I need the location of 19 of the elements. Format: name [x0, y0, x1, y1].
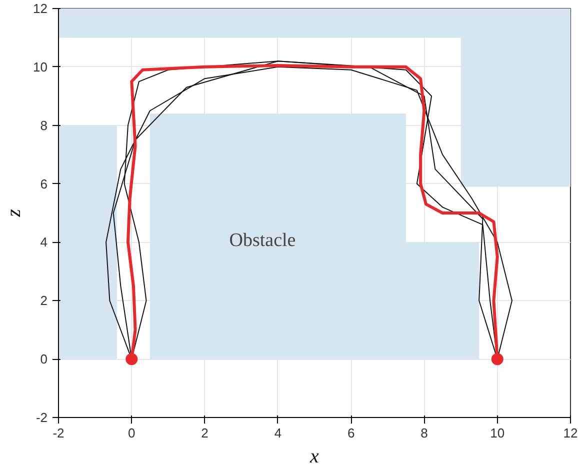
y-tick-label: 12: [33, 1, 48, 16]
x-tick-label: 8: [420, 426, 428, 440]
annotation: Obstacle: [229, 230, 296, 251]
y-tick-label: 0: [40, 352, 48, 367]
x-tick-label: -2: [52, 426, 64, 440]
y-tick-label: 4: [40, 234, 48, 250]
y-tick-label: 2: [40, 293, 48, 308]
x-tick-label: 0: [128, 426, 136, 440]
x-tick-label: 6: [347, 426, 355, 440]
x-tick-label: 10: [490, 426, 505, 440]
y-tick-label: 10: [33, 59, 48, 74]
y-tick-label: -2: [36, 410, 48, 425]
y-tick-label: 6: [40, 176, 48, 192]
y-tick-label: 8: [40, 118, 48, 133]
x-tick-label: 2: [201, 426, 208, 440]
x-tick-label: 4: [274, 426, 282, 440]
x-axis-title: x: [309, 446, 320, 468]
x-tick-label: 12: [563, 426, 578, 440]
y-axis-title: z: [3, 208, 26, 218]
